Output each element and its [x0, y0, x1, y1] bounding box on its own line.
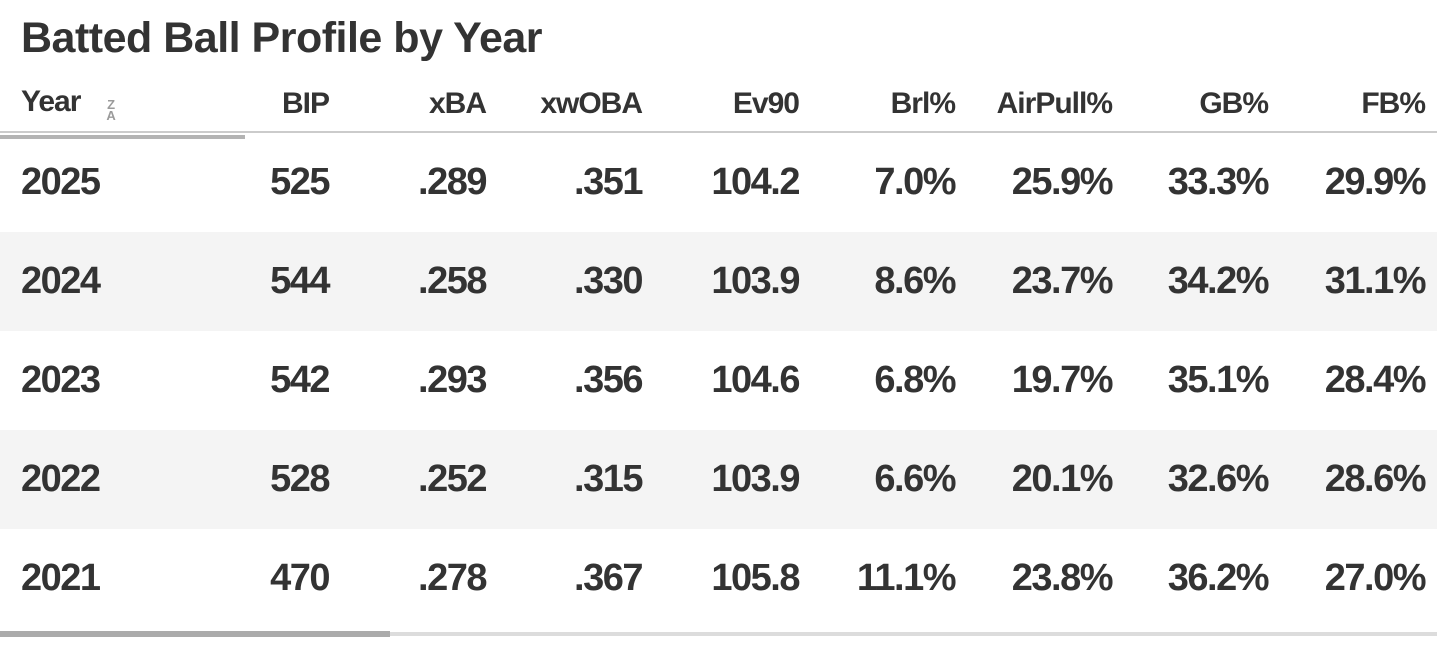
cell-xba: .258: [418, 260, 487, 303]
cell-fb-pct: 27.0%: [1324, 557, 1427, 600]
cell-xwoba: .315: [574, 458, 643, 501]
cell-xba: .278: [418, 557, 487, 600]
cell-bip: 470: [270, 557, 330, 600]
sort-icon-bottom-letter: A: [106, 108, 116, 124]
cell-bip: 525: [270, 161, 330, 204]
column-header-xba[interactable]: xBA: [341, 75, 498, 134]
cell-brl-pct: 6.8%: [874, 359, 956, 402]
cell-xba: .289: [418, 161, 487, 204]
cell-airpull-pct: 23.7%: [1011, 260, 1114, 303]
cell-gb-pct: 35.1%: [1167, 359, 1270, 402]
cell-xba: .293: [418, 359, 487, 402]
cell-brl-pct: 6.6%: [874, 458, 956, 501]
cell-fb-pct: 31.1%: [1324, 260, 1427, 303]
column-header-ev90[interactable]: Ev90: [654, 75, 811, 134]
cell-xba: .252: [418, 458, 487, 501]
cell-ev90: 103.9: [711, 260, 800, 303]
cell-year: 2021: [21, 557, 101, 600]
table-row: 2023 542 .293 .356 104.6 6.8% 19.7% 35.1…: [0, 331, 1437, 430]
stats-table: Year Z A BIP xBA xwOBA Ev90 Brl% AirPull% …: [0, 75, 1437, 628]
cell-xwoba: .367: [574, 557, 643, 600]
table-row: 2021 470 .278 .367 105.8 11.1% 23.8% 36.…: [0, 529, 1437, 628]
column-header-year-label: Year: [21, 85, 81, 119]
cell-bip: 542: [270, 359, 330, 402]
cell-ev90: 104.2: [711, 161, 800, 204]
cell-bip: 544: [270, 260, 330, 303]
column-header-fb-pct[interactable]: FB%: [1280, 75, 1437, 134]
cell-ev90: 103.9: [711, 458, 800, 501]
cell-airpull-pct: 25.9%: [1011, 161, 1114, 204]
cell-year: 2024: [21, 260, 101, 303]
header-row: Year Z A BIP xBA xwOBA Ev90 Brl% AirPull% …: [0, 75, 1437, 134]
cell-xwoba: .351: [574, 161, 643, 204]
table-row: 2022 528 .252 .315 103.9 6.6% 20.1% 32.6…: [0, 430, 1437, 530]
cell-gb-pct: 34.2%: [1167, 260, 1270, 303]
cell-airpull-pct: 23.8%: [1011, 557, 1114, 600]
column-header-year[interactable]: Year Z A: [0, 75, 245, 134]
cell-gb-pct: 36.2%: [1167, 557, 1270, 600]
sorted-column-underline: [0, 135, 245, 140]
cell-brl-pct: 7.0%: [874, 161, 956, 204]
cell-brl-pct: 11.1%: [856, 557, 957, 600]
cell-ev90: 105.8: [711, 557, 800, 600]
column-header-xwoba[interactable]: xwOBA: [498, 75, 654, 134]
cell-fb-pct: 29.9%: [1324, 161, 1427, 204]
table-row: 2025 525 .289 .351 104.2 7.0% 25.9% 33.3…: [0, 132, 1437, 232]
cell-year: 2023: [21, 359, 101, 402]
cell-xwoba: .330: [574, 260, 643, 303]
cell-year: 2025: [21, 161, 101, 204]
column-header-airpull-pct[interactable]: AirPull%: [967, 75, 1124, 134]
column-header-bip[interactable]: BIP: [245, 75, 341, 134]
cell-airpull-pct: 20.1%: [1011, 458, 1114, 501]
horizontal-scrollbar[interactable]: [0, 631, 1437, 638]
cell-brl-pct: 8.6%: [874, 260, 956, 303]
page-title: Batted Ball Profile by Year: [21, 14, 543, 62]
cell-bip: 528: [270, 458, 330, 501]
cell-year: 2022: [21, 458, 101, 501]
batted-ball-table: Year Z A BIP xBA xwOBA Ev90 Brl% AirPull% …: [0, 75, 1437, 638]
cell-fb-pct: 28.6%: [1324, 458, 1427, 501]
horizontal-scrollbar-track[interactable]: [0, 632, 1437, 637]
table-row: 2024 544 .258 .330 103.9 8.6% 23.7% 34.2…: [0, 232, 1437, 332]
cell-xwoba: .356: [574, 359, 643, 402]
sort-icon-top-letter: Z: [107, 97, 116, 113]
column-header-gb-pct[interactable]: GB%: [1124, 75, 1280, 134]
cell-gb-pct: 32.6%: [1167, 458, 1270, 501]
cell-fb-pct: 28.4%: [1324, 359, 1427, 402]
cell-ev90: 104.6: [711, 359, 800, 402]
cell-airpull-pct: 19.7%: [1011, 359, 1114, 402]
horizontal-scrollbar-thumb[interactable]: [0, 631, 390, 638]
cell-gb-pct: 33.3%: [1167, 161, 1270, 204]
column-header-brl-pct[interactable]: Brl%: [811, 75, 967, 134]
